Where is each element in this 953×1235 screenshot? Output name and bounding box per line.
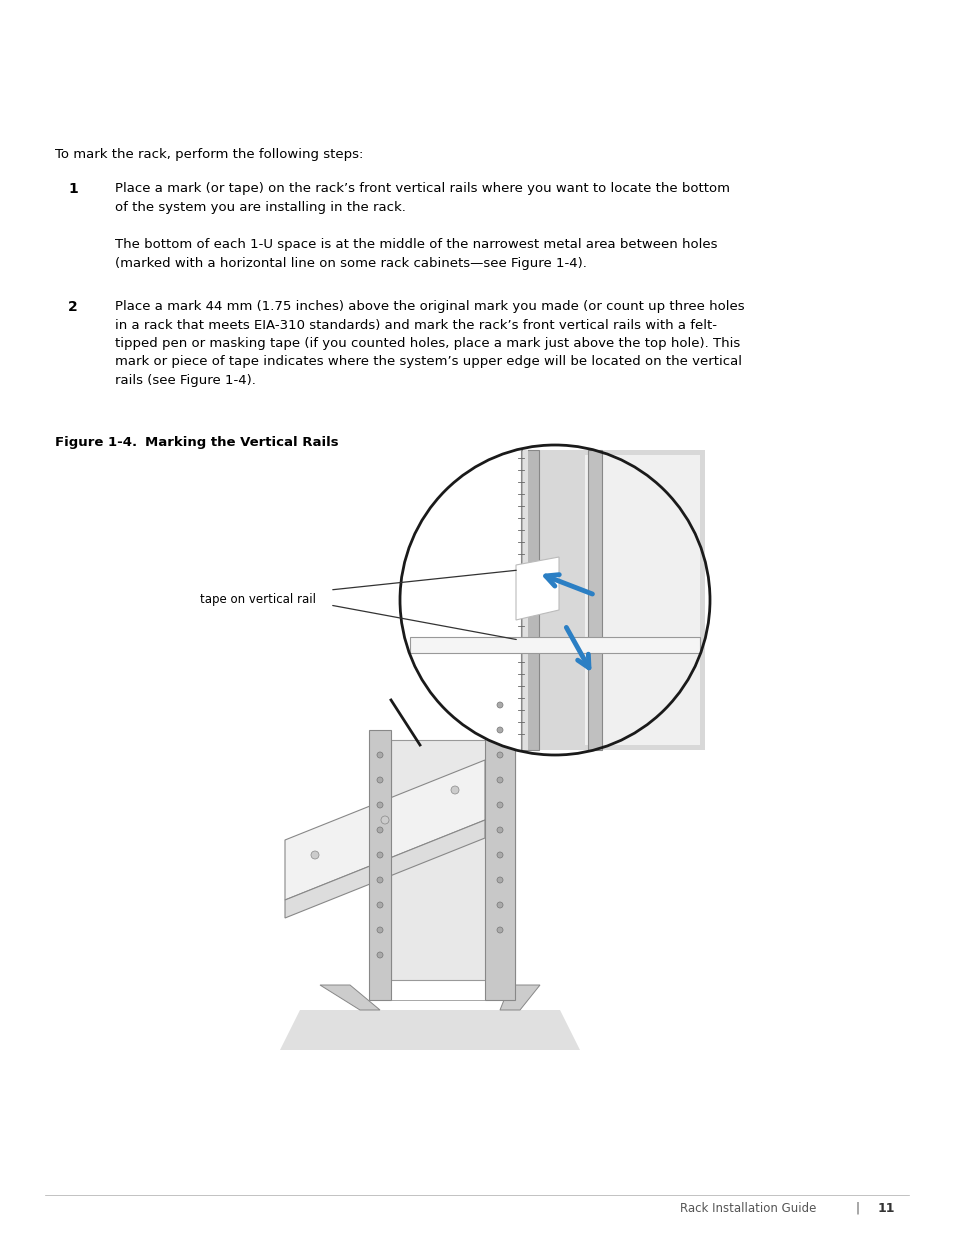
Circle shape bbox=[497, 877, 502, 883]
Circle shape bbox=[376, 802, 382, 808]
Polygon shape bbox=[520, 450, 538, 750]
Text: 11: 11 bbox=[877, 1202, 895, 1215]
Polygon shape bbox=[516, 557, 558, 620]
Text: To mark the rack, perform the following steps:: To mark the rack, perform the following … bbox=[55, 148, 363, 161]
Text: Figure 1-4.: Figure 1-4. bbox=[55, 436, 137, 450]
Polygon shape bbox=[285, 820, 484, 918]
Polygon shape bbox=[524, 450, 704, 750]
Polygon shape bbox=[587, 450, 601, 750]
Text: Place a mark 44 mm (1.75 inches) above the original mark you made (or count up t: Place a mark 44 mm (1.75 inches) above t… bbox=[115, 300, 744, 387]
Circle shape bbox=[497, 802, 502, 808]
Circle shape bbox=[497, 827, 502, 832]
Polygon shape bbox=[285, 760, 484, 900]
Polygon shape bbox=[499, 986, 539, 1010]
Polygon shape bbox=[522, 450, 527, 750]
Circle shape bbox=[497, 852, 502, 858]
Text: Place a mark (or tape) on the rack’s front vertical rails where you want to loca: Place a mark (or tape) on the rack’s fro… bbox=[115, 182, 729, 214]
Polygon shape bbox=[280, 1010, 579, 1050]
Polygon shape bbox=[391, 740, 515, 981]
Circle shape bbox=[497, 727, 502, 734]
Circle shape bbox=[376, 902, 382, 908]
Circle shape bbox=[399, 445, 709, 755]
Circle shape bbox=[376, 777, 382, 783]
Text: Marking the Vertical Rails: Marking the Vertical Rails bbox=[145, 436, 338, 450]
Polygon shape bbox=[484, 690, 515, 1000]
Text: 2: 2 bbox=[68, 300, 77, 314]
Text: The bottom of each 1-U space is at the middle of the narrowest metal area betwee: The bottom of each 1-U space is at the m… bbox=[115, 238, 717, 269]
Circle shape bbox=[497, 777, 502, 783]
Text: tape on vertical rail: tape on vertical rail bbox=[200, 594, 315, 606]
Circle shape bbox=[376, 827, 382, 832]
Circle shape bbox=[376, 877, 382, 883]
Circle shape bbox=[497, 701, 502, 708]
Polygon shape bbox=[584, 454, 700, 745]
Polygon shape bbox=[319, 986, 379, 1010]
Polygon shape bbox=[369, 730, 391, 1000]
Circle shape bbox=[376, 752, 382, 758]
Circle shape bbox=[497, 927, 502, 932]
Circle shape bbox=[380, 816, 389, 824]
Text: 1: 1 bbox=[68, 182, 77, 196]
Circle shape bbox=[376, 852, 382, 858]
Circle shape bbox=[376, 952, 382, 958]
Circle shape bbox=[376, 927, 382, 932]
Circle shape bbox=[497, 902, 502, 908]
Polygon shape bbox=[410, 637, 700, 653]
Text: |: | bbox=[855, 1202, 859, 1215]
Circle shape bbox=[451, 785, 458, 794]
Circle shape bbox=[311, 851, 318, 860]
Circle shape bbox=[497, 752, 502, 758]
Text: Rack Installation Guide: Rack Installation Guide bbox=[679, 1202, 816, 1215]
